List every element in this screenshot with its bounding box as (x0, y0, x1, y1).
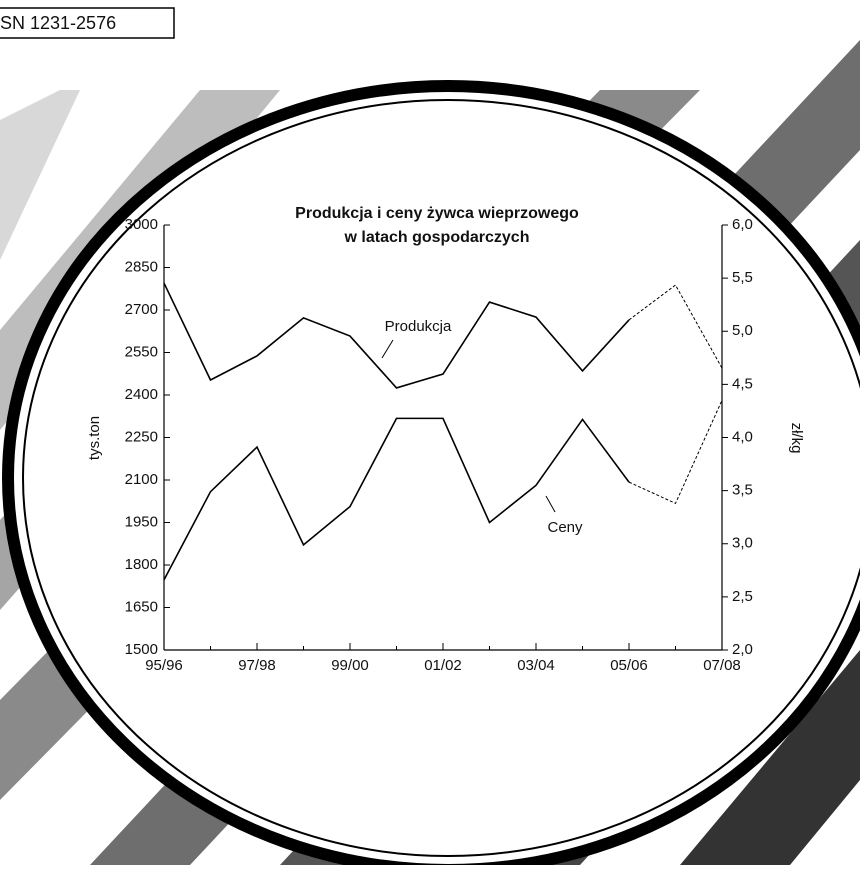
x-tick-label: 01/02 (424, 657, 462, 674)
y2-axis-label: zł/kg (788, 423, 805, 454)
y-tick-label: 2250 (125, 428, 158, 445)
x-tick-label: 07/08 (703, 657, 741, 674)
annotation: Produkcja (385, 318, 452, 335)
x-tick-label: 95/96 (145, 657, 183, 674)
y2-tick-label: 3,0 (732, 535, 753, 552)
y2-tick-label: 5,5 (732, 269, 753, 286)
x-tick-label: 05/06 (610, 657, 648, 674)
annotation: Ceny (547, 519, 583, 536)
y2-tick-label: 3,5 (732, 482, 753, 499)
x-tick-label: 99/00 (331, 657, 369, 674)
x-tick-label: 97/98 (238, 657, 276, 674)
chart-title: Produkcja i ceny żywca wieprzowego (295, 205, 579, 222)
y-tick-label: 1800 (125, 556, 158, 573)
y-tick-label: 1950 (125, 513, 158, 530)
y-tick-label: 1650 (125, 598, 158, 615)
y-tick-label: 2400 (125, 386, 158, 403)
chart-subtitle: w latach gospodarczych (344, 229, 530, 246)
page: SN 1231-2576 Produkcja i ceny żywca wiep… (0, 0, 860, 865)
y-tick-label: 2550 (125, 343, 158, 360)
y2-tick-label: 4,0 (732, 428, 753, 445)
y-tick-label: 2850 (125, 258, 158, 275)
x-tick-label: 03/04 (517, 657, 555, 674)
y-tick-label: 2100 (125, 471, 158, 488)
y2-tick-label: 2,0 (732, 641, 753, 658)
y-axis-label: tys.ton (86, 416, 103, 460)
y2-tick-label: 5,0 (732, 322, 753, 339)
code: SN 1231-2576 (0, 13, 116, 33)
y2-tick-label: 4,5 (732, 375, 753, 392)
y-tick-label: 3000 (125, 216, 158, 233)
y-tick-label: 1500 (125, 641, 158, 658)
y-tick-label: 2700 (125, 301, 158, 318)
y2-tick-label: 6,0 (732, 216, 753, 233)
y2-tick-label: 2,5 (732, 588, 753, 605)
